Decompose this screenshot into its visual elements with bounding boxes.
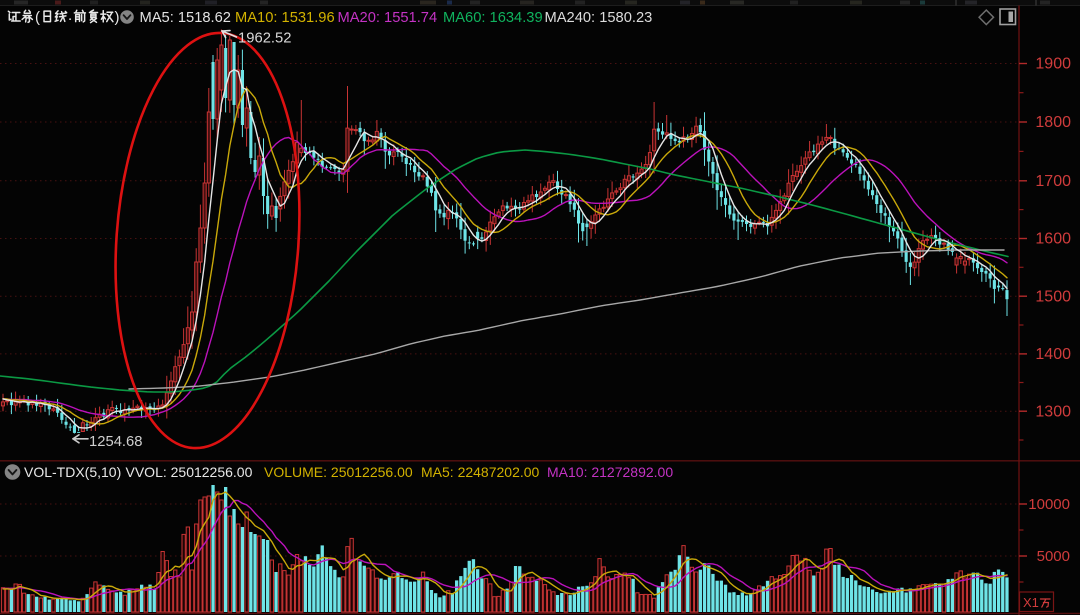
svg-text:1800: 1800 <box>1035 114 1071 131</box>
svg-text:1500: 1500 <box>1035 288 1071 305</box>
svg-text:VOL-TDX(5,10): VOL-TDX(5,10) <box>24 464 121 480</box>
svg-text:1900: 1900 <box>1035 56 1071 73</box>
svg-text:.: . <box>68 7 72 24</box>
svg-text:1700: 1700 <box>1035 173 1071 190</box>
svg-text:): ) <box>115 9 120 26</box>
svg-text:VOLUME: 25012256.00: VOLUME: 25012256.00 <box>264 464 413 480</box>
svg-text:5000: 5000 <box>1037 548 1070 565</box>
svg-text:MA240: 1580.23: MA240: 1580.23 <box>545 10 653 26</box>
svg-text:X1: X1 <box>1023 595 1039 610</box>
svg-text:1962.52: 1962.52 <box>238 31 292 47</box>
svg-text:MA10: 21272892.00: MA10: 21272892.00 <box>547 464 673 480</box>
svg-text:MA60: 1634.39: MA60: 1634.39 <box>443 10 543 26</box>
svg-text:MA20: 1551.74: MA20: 1551.74 <box>338 10 438 26</box>
svg-text:VVOL: 25012256.00: VVOL: 25012256.00 <box>126 464 253 480</box>
svg-text:1300: 1300 <box>1035 403 1071 420</box>
svg-text:1600: 1600 <box>1035 231 1071 248</box>
svg-text:10000: 10000 <box>1028 496 1070 513</box>
svg-text:1400: 1400 <box>1035 346 1071 363</box>
svg-text:1254.68: 1254.68 <box>89 434 143 450</box>
svg-text:MA5: 1518.62: MA5: 1518.62 <box>140 10 231 26</box>
svg-text:MA5: 22487202.00: MA5: 22487202.00 <box>421 464 540 480</box>
svg-text:(: ( <box>35 9 40 26</box>
svg-text:MA10: 1531.96: MA10: 1531.96 <box>235 10 335 26</box>
